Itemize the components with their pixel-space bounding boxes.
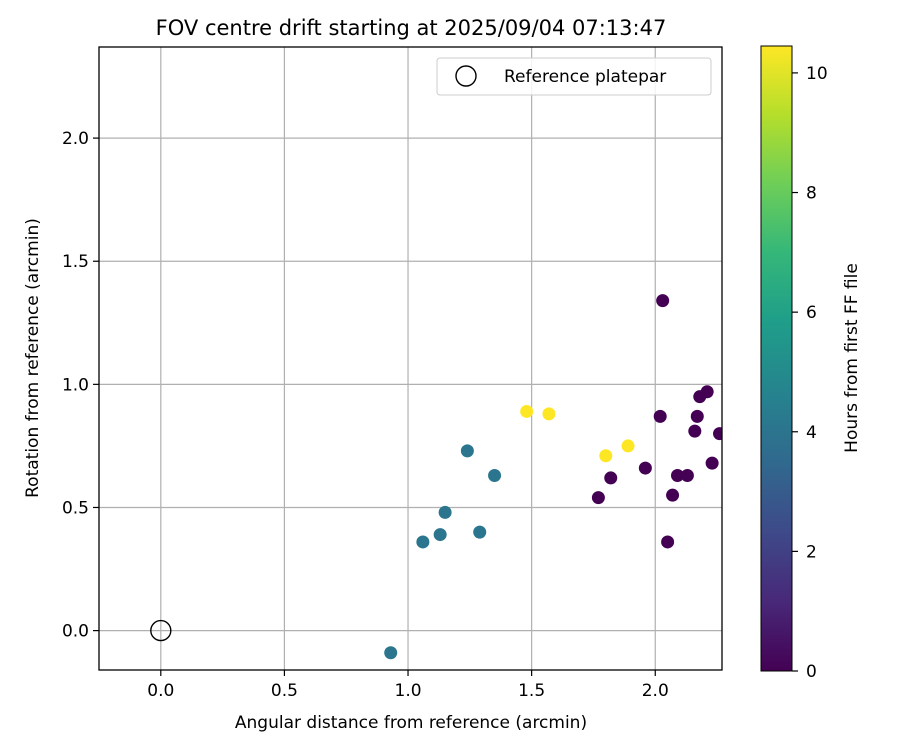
legend-label: Reference platepar — [504, 67, 666, 87]
y-tick-label: 0.5 — [62, 498, 89, 518]
data-point — [671, 468, 684, 482]
data-point — [488, 468, 502, 482]
grid-lines — [99, 47, 722, 670]
colorbar-ticks: 0 2 4 6 8 10 — [792, 64, 828, 682]
data-point — [680, 468, 694, 482]
reference-point-marker — [150, 619, 172, 642]
data-point — [690, 409, 704, 423]
data-point — [688, 424, 702, 438]
y-axis-ticks: 0.0 0.5 1.0 1.5 2.0 — [62, 129, 99, 642]
y-axis-label: Rotation from reference (arcmin) — [23, 218, 43, 498]
y-tick-label: 1.0 — [62, 375, 89, 395]
data-point — [416, 535, 430, 549]
y-tick-label: 1.5 — [62, 252, 89, 272]
data-point — [653, 409, 667, 423]
x-tick-label: 1.0 — [395, 681, 422, 701]
colorbar-tick-label: 2 — [806, 542, 817, 562]
colorbar-tick-label: 10 — [806, 64, 828, 84]
chart-title: FOV centre drift starting at 2025/09/04 … — [156, 16, 667, 40]
legend-marker-icon — [455, 65, 477, 87]
data-point — [661, 535, 675, 549]
x-axis-label: Angular distance from reference (arcmin) — [235, 713, 587, 733]
data-point — [384, 646, 398, 660]
data-point — [705, 456, 719, 470]
colorbar-tick-label: 6 — [806, 303, 817, 323]
x-tick-label: 1.5 — [518, 681, 545, 701]
data-point — [713, 427, 722, 441]
colorbar-tick-label: 4 — [806, 423, 817, 443]
data-point — [438, 505, 452, 519]
y-tick-label: 0.0 — [62, 622, 89, 642]
colorbar: 0 2 4 6 8 10 Hours from first FF file — [760, 45, 862, 682]
data-point — [621, 439, 635, 453]
data-point — [638, 461, 652, 475]
y-tick-label: 2.0 — [62, 129, 89, 149]
data-point — [666, 488, 680, 502]
legend: Reference platepar — [436, 57, 712, 96]
data-point — [460, 444, 474, 458]
data-point — [656, 294, 670, 308]
colorbar-tick-label: 8 — [806, 184, 817, 204]
legend-box — [436, 57, 712, 96]
colorbar-label: Hours from first FF file — [842, 263, 862, 453]
data-point — [433, 528, 447, 542]
data-points — [150, 294, 722, 660]
x-tick-label: 0.0 — [147, 681, 174, 701]
plot-frame — [98, 46, 723, 671]
colorbar-gradient — [760, 45, 793, 672]
data-point — [693, 390, 707, 404]
data-point — [542, 407, 556, 421]
data-point — [604, 471, 618, 485]
data-point — [599, 449, 613, 463]
x-tick-label: 2.0 — [642, 681, 669, 701]
x-axis-ticks: 0.0 0.5 1.0 1.5 2.0 — [147, 670, 669, 701]
data-point — [520, 404, 534, 418]
x-tick-label: 0.5 — [271, 681, 298, 701]
colorbar-tick-label: 0 — [806, 662, 817, 682]
data-point — [473, 525, 487, 539]
data-point — [591, 491, 605, 505]
